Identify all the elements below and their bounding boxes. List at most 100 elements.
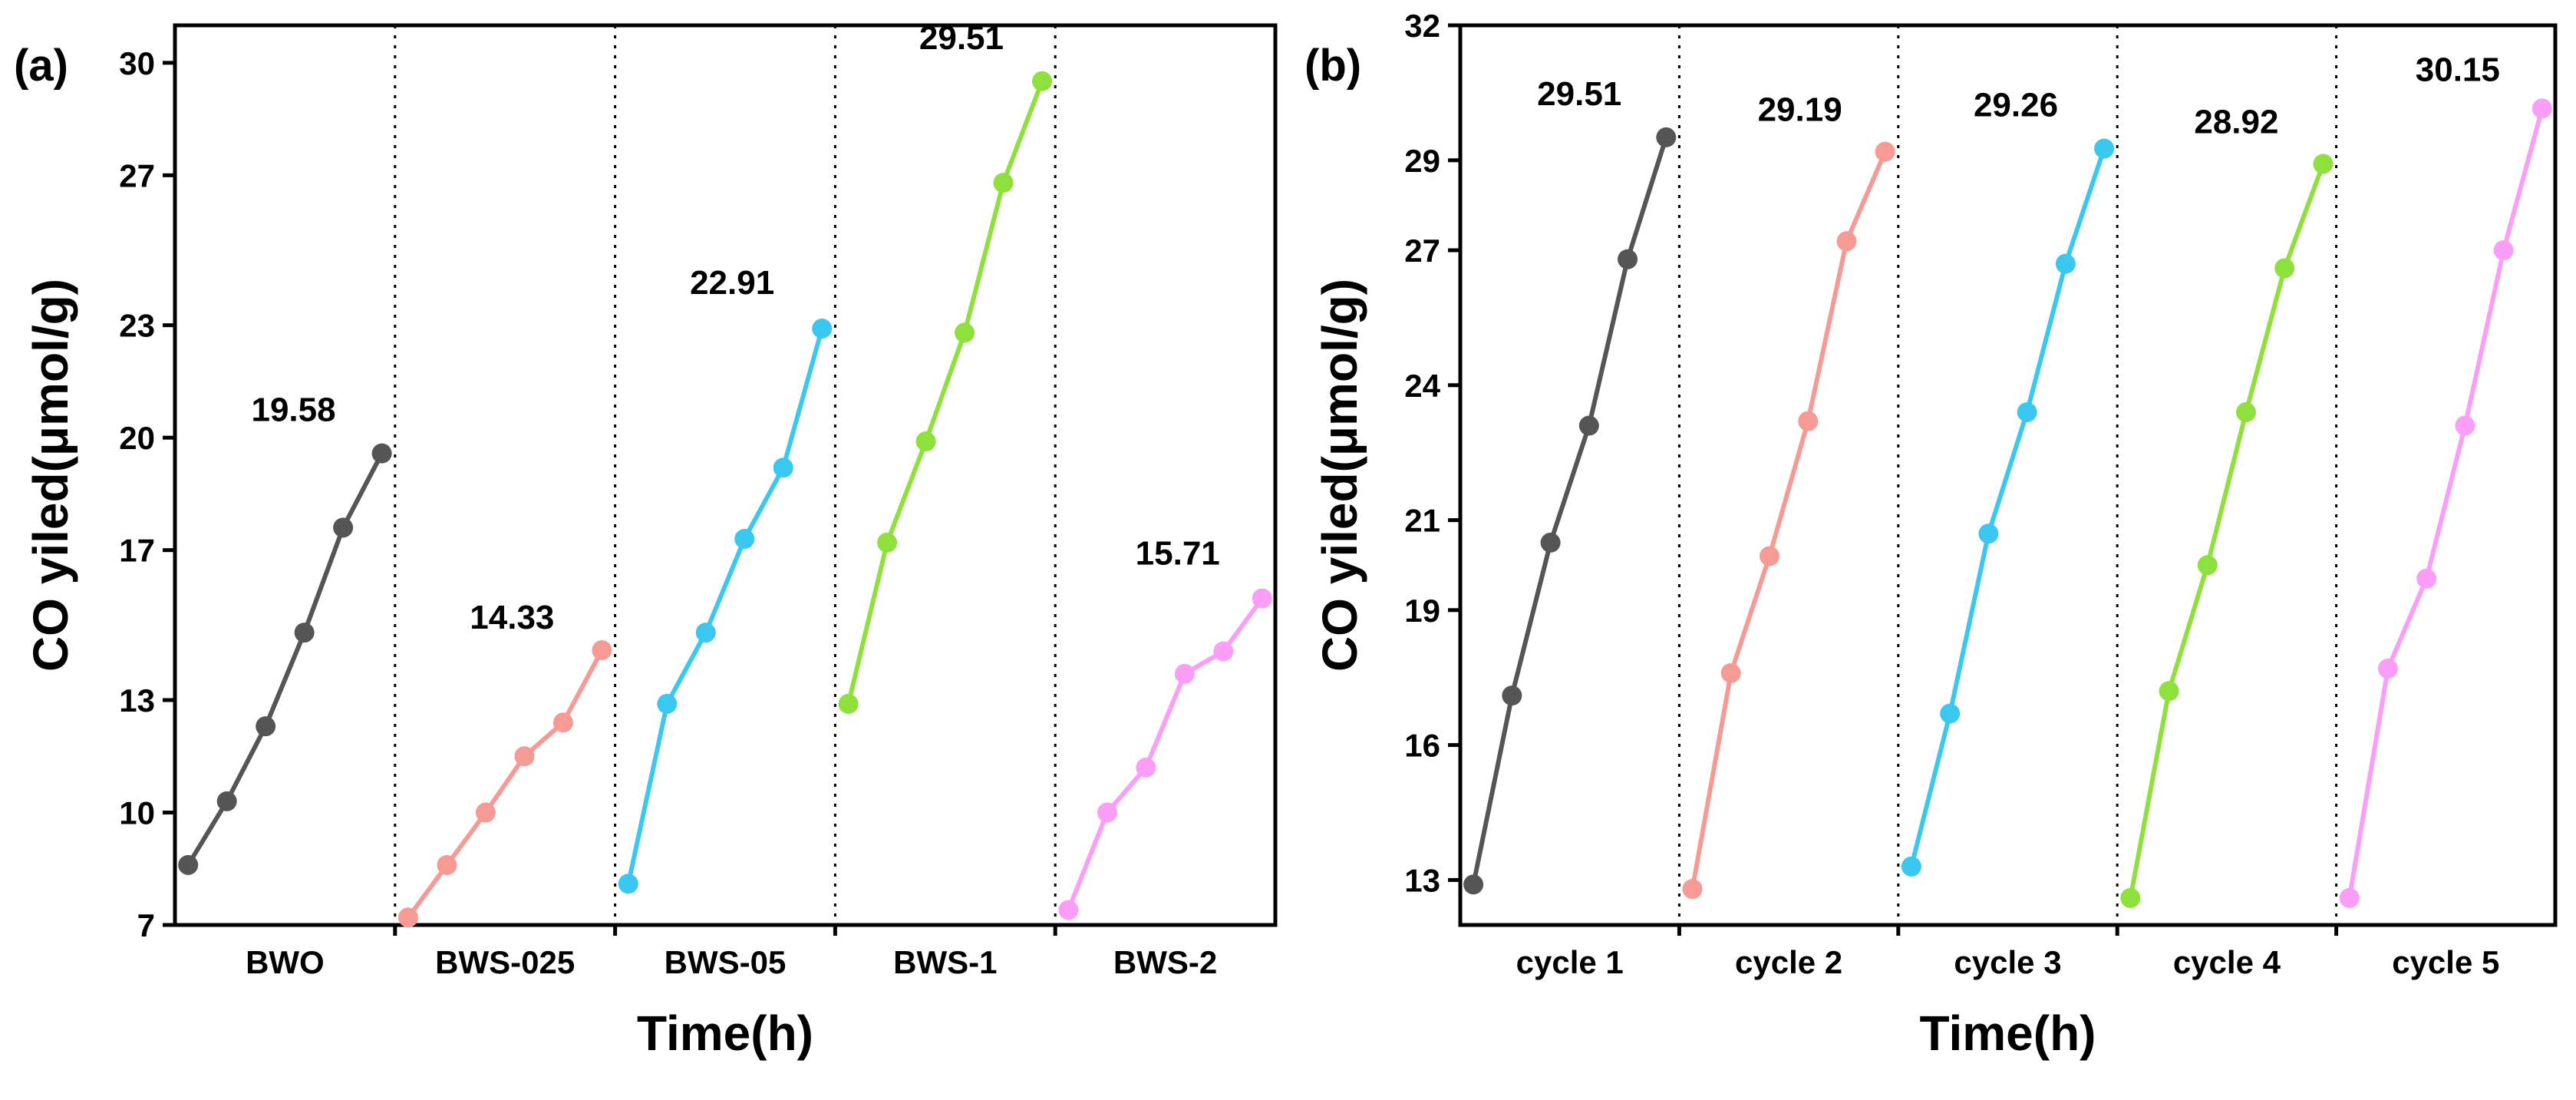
data-point — [178, 854, 199, 875]
data-point — [1578, 415, 1599, 436]
data-point — [1174, 663, 1195, 684]
y-tick-label: 13 — [1404, 862, 1440, 898]
value-label: 30.15 — [2416, 51, 2500, 88]
data-point — [2197, 555, 2218, 576]
data-point — [1058, 900, 1079, 920]
value-label: 29.51 — [919, 19, 1004, 57]
y-tick-label: 16 — [1404, 728, 1440, 764]
series-line — [406, 649, 605, 920]
data-point — [877, 532, 898, 553]
data-point — [2416, 568, 2437, 589]
data-point — [2339, 887, 2360, 908]
data-point — [1540, 532, 1561, 553]
series-bws-025 — [398, 640, 612, 928]
data-point — [1978, 524, 1999, 544]
series-cycle-4 — [2120, 154, 2334, 908]
series-line — [1909, 147, 2106, 867]
panel-label: (b) — [1304, 41, 1361, 91]
data-point — [1682, 879, 1703, 900]
value-label: 29.26 — [1974, 87, 2058, 124]
series-line — [1690, 150, 1888, 890]
series-cycle-2 — [1682, 141, 1895, 900]
series-line — [1066, 596, 1265, 911]
value-label: 28.92 — [2194, 103, 2278, 140]
data-point — [552, 712, 573, 733]
y-tick-label: 19 — [1404, 593, 1440, 629]
plot-frame — [173, 23, 1278, 927]
category-label: cycle 1 — [1516, 944, 1624, 980]
data-point — [1618, 249, 1638, 269]
y-tick-label: 7 — [137, 907, 155, 943]
data-point — [2236, 401, 2257, 422]
data-point — [618, 874, 638, 894]
series-bwo — [178, 443, 392, 875]
y-tick-label: 10 — [119, 795, 155, 831]
data-point — [2094, 138, 2115, 159]
series-line — [2347, 107, 2545, 899]
data-point — [2274, 258, 2295, 279]
value-label: 14.33 — [470, 599, 554, 636]
y-tick-label: 27 — [1404, 233, 1440, 269]
data-point — [1252, 588, 1272, 609]
data-point — [773, 458, 793, 478]
data-point — [333, 517, 354, 538]
value-label: 19.58 — [251, 391, 335, 429]
data-point — [955, 322, 975, 343]
y-tick-label: 20 — [119, 420, 155, 456]
x-axis-title: Time(h) — [637, 1006, 813, 1061]
category-label: BWS-1 — [893, 944, 997, 980]
data-point — [1720, 662, 1741, 683]
data-point — [1656, 127, 1677, 147]
value-label: 29.51 — [1537, 75, 1621, 113]
data-point — [734, 529, 755, 550]
data-point — [1097, 802, 1117, 823]
data-point — [398, 907, 419, 928]
y-tick-label: 17 — [119, 533, 155, 569]
data-point — [294, 623, 315, 643]
data-point — [1213, 641, 1234, 662]
data-point — [437, 854, 457, 875]
y-tick-label: 21 — [1404, 503, 1440, 539]
series-cycle-1 — [1463, 127, 1677, 895]
category-label: cycle 4 — [2173, 944, 2281, 980]
data-point — [838, 693, 859, 714]
y-axis-title: CO yiled(μmol/g) — [1312, 279, 1367, 672]
series-line — [1471, 137, 1669, 885]
data-point — [2377, 658, 2398, 679]
value-label: 15.71 — [1136, 535, 1220, 573]
data-point — [657, 693, 678, 714]
data-point — [1798, 411, 1819, 431]
series-cycle-3 — [1901, 138, 2115, 877]
data-point — [2455, 415, 2475, 436]
series-bws-2 — [1058, 588, 1272, 920]
data-point — [1940, 703, 1961, 724]
data-point — [2531, 98, 2552, 119]
data-point — [216, 791, 237, 811]
series-line — [2128, 163, 2326, 899]
data-point — [2159, 681, 2179, 702]
panel-label: (a) — [14, 41, 68, 91]
data-point — [2055, 253, 2076, 274]
y-tick-label: 13 — [119, 682, 155, 718]
y-tick-label: 32 — [1404, 8, 1440, 44]
plot-frame — [1458, 23, 2558, 927]
data-point — [695, 623, 716, 643]
data-point — [1031, 71, 1052, 91]
data-point — [2313, 154, 2334, 174]
category-label: cycle 2 — [1735, 944, 1842, 980]
data-point — [371, 443, 392, 464]
category-label: cycle 5 — [2392, 944, 2499, 980]
data-point — [592, 640, 612, 661]
value-label: 22.91 — [690, 264, 774, 302]
category-label: BWS-025 — [435, 944, 575, 980]
y-axis-title: CO yiled(μmol/g) — [23, 279, 78, 672]
data-point — [915, 431, 936, 452]
data-point — [993, 173, 1014, 193]
y-tick-label: 29 — [1404, 143, 1440, 179]
panel-a: 7 10 13 17 20 23 27 30 BWO BWS-025 BWS-05 BWS-1 BWS-… — [14, 19, 1278, 1061]
data-point — [2493, 240, 2514, 260]
y-tick-label: 30 — [119, 45, 155, 81]
data-point — [514, 746, 535, 767]
series-line — [625, 328, 825, 884]
